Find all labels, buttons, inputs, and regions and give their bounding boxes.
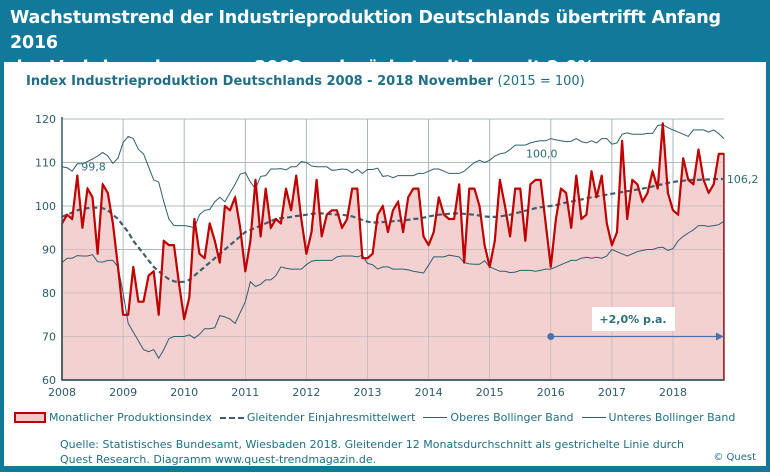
x-tick-label: 2013 xyxy=(354,386,382,399)
lower-band-line xyxy=(61,220,725,360)
x-tick-label: 2014 xyxy=(415,386,443,399)
index-area xyxy=(61,123,725,381)
x-tick-label: 2017 xyxy=(598,386,626,399)
y-tick-label: 110 xyxy=(35,157,56,170)
chart-title: Index Industrieproduktion Deutschlands 2… xyxy=(26,74,585,89)
y-tick-label: 100 xyxy=(35,200,56,213)
legend: Monatlicher Produktionsindex Gleitender … xyxy=(14,411,743,424)
growth-arrow-head xyxy=(715,332,724,341)
legend-label-index: Monatlicher Produktionsindex xyxy=(49,411,212,424)
copyright: © Quest xyxy=(713,452,756,463)
legend-item-lower: Unteres Bollinger Band xyxy=(581,411,736,424)
y-tick-label: 90 xyxy=(42,244,56,257)
legend-swatch-upper xyxy=(423,417,448,418)
y-tick-label: 60 xyxy=(42,374,56,387)
source-line2: Quest Research. Diagramm www.quest-trend… xyxy=(60,453,377,466)
y-tick-label: 80 xyxy=(42,287,56,300)
legend-item-index: Monatlicher Produktionsindex xyxy=(14,411,212,424)
legend-label-lower: Unteres Bollinger Band xyxy=(608,411,736,424)
y-tick-label: 70 xyxy=(42,331,56,344)
chart-title-main: Index Industrieproduktion Deutschlands 2… xyxy=(26,74,493,89)
legend-label-upper: Oberes Bollinger Band xyxy=(450,411,574,424)
growth-arrow-start xyxy=(547,333,555,340)
growth-label-box xyxy=(592,307,675,331)
x-tick-label: 2018 xyxy=(659,386,687,399)
x-tick-label: 2012 xyxy=(292,386,320,399)
production-index-line xyxy=(61,122,724,321)
x-tick-label: 2010 xyxy=(170,386,198,399)
header-title-line1: Wachstumstrend der Industrieproduktion D… xyxy=(10,8,721,53)
annotation-100-0: 100,0 xyxy=(526,148,558,161)
x-tick-label: 2008 xyxy=(48,386,76,399)
legend-swatch-ma xyxy=(219,416,244,419)
source-note: Quelle: Statistisches Bundesamt, Wiesbad… xyxy=(60,437,684,467)
legend-label-ma: Gleitender Einjahresmittelwert xyxy=(246,411,416,424)
x-tick-label: 2011 xyxy=(231,386,259,399)
chart-title-suffix: (2015 = 100) xyxy=(497,74,585,89)
legend-item-upper: Oberes Bollinger Band xyxy=(423,411,574,424)
growth-label: +2,0% p.a. xyxy=(599,313,666,326)
x-tick-label: 2016 xyxy=(537,386,565,399)
legend-swatch-lower xyxy=(581,417,606,418)
source-line1: Quelle: Statistisches Bundesamt, Wiesbad… xyxy=(60,438,684,451)
x-tick-label: 2009 xyxy=(109,386,137,399)
moving-average-line xyxy=(61,177,724,284)
x-tick-label: 2015 xyxy=(476,386,504,399)
legend-item-ma: Gleitender Einjahresmittelwert xyxy=(219,411,416,424)
annotation-99-8: 99,8 xyxy=(81,161,106,174)
annotation-106-2: 106,2 xyxy=(727,173,759,186)
y-tick-label: 120 xyxy=(35,113,56,126)
upper-band-line xyxy=(61,124,725,229)
legend-swatch-index xyxy=(14,412,46,423)
